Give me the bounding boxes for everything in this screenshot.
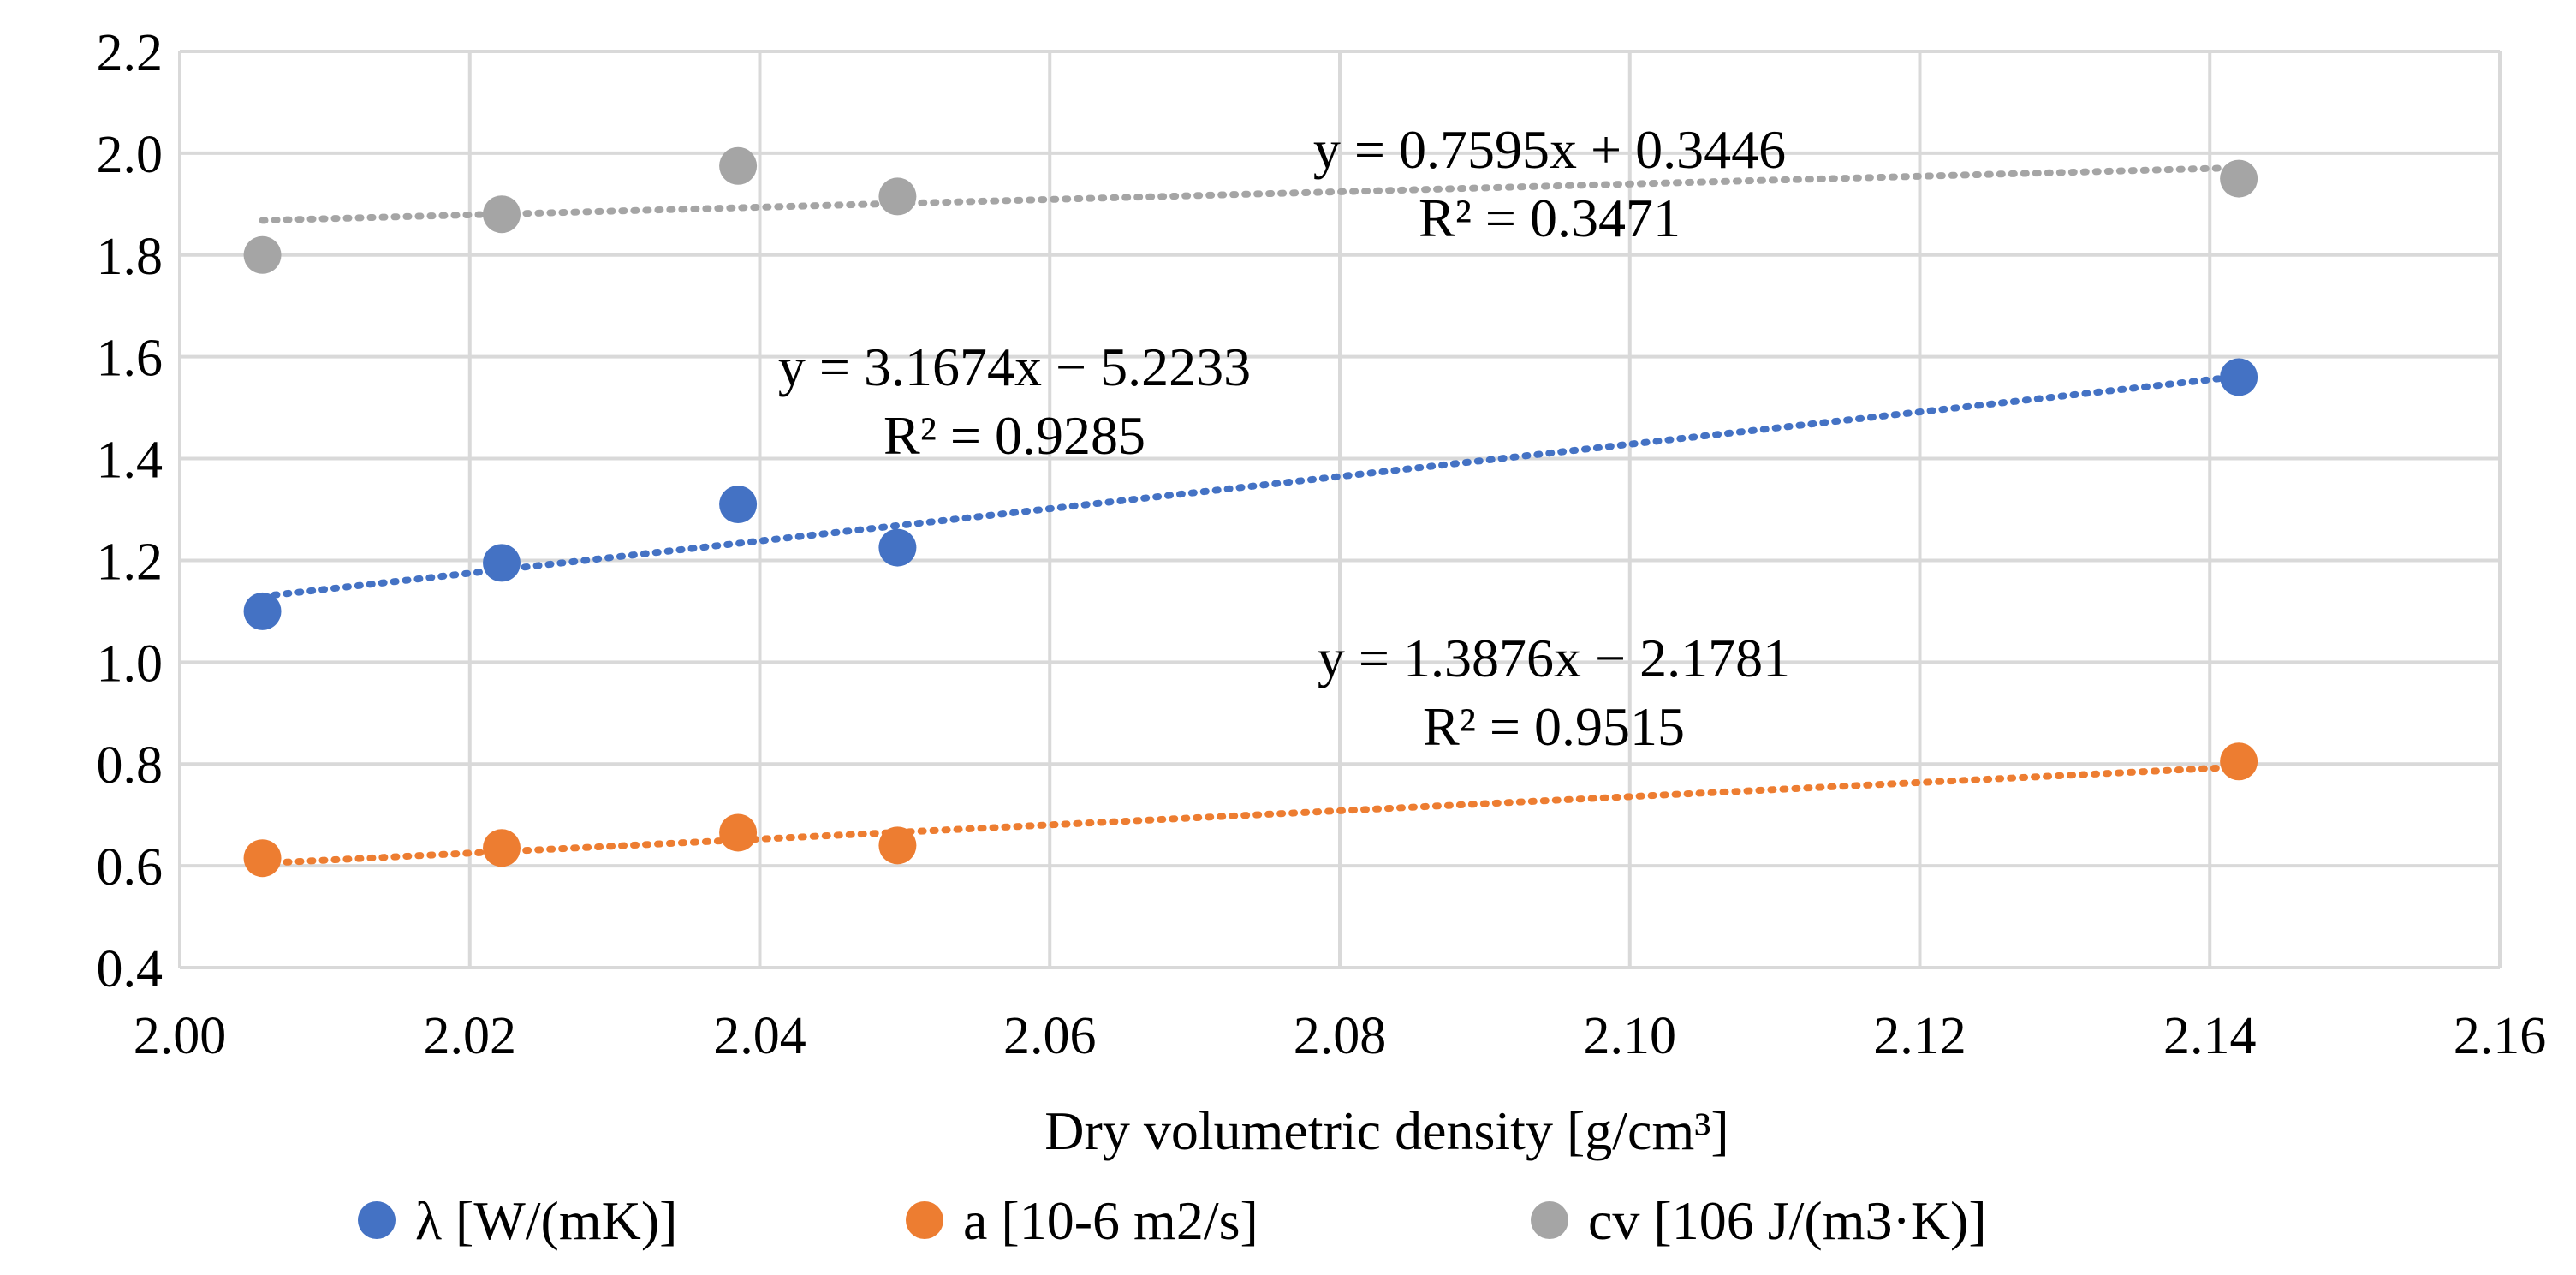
point-1-1 xyxy=(483,829,521,867)
point-2-0 xyxy=(243,235,282,274)
y-tick-label: 1.4 xyxy=(97,432,164,490)
y-tick-label: 0.6 xyxy=(97,838,164,897)
point-0-0 xyxy=(243,592,282,630)
x-tick-label: 2.06 xyxy=(1003,1007,1097,1065)
y-tick-label: 1.6 xyxy=(97,330,164,388)
y-axis-ticks: 0.4 0.6 0.8 1.0 1.2 1.4 1.6 1.8 2.0 2.2 xyxy=(97,24,164,998)
legend-label-2: cv [106 J/(m3·K)] xyxy=(1588,1190,1987,1251)
x-tick-label: 2.08 xyxy=(1294,1007,1387,1065)
legend-marker-2 xyxy=(1531,1201,1568,1239)
y-tick-label: 1.2 xyxy=(97,533,164,591)
legend: λ [W/(mK)] a [10-6 m2/s] cv [106 J/(m3·K)] xyxy=(358,1190,1987,1251)
x-tick-label: 2.14 xyxy=(2163,1007,2257,1065)
point-2-3 xyxy=(878,177,917,216)
y-tick-label: 0.4 xyxy=(97,940,164,998)
point-1-0 xyxy=(243,839,282,878)
x-tick-label: 2.16 xyxy=(2454,1007,2547,1065)
trendline-equation: y = 1.3876x − 2.1781 xyxy=(1318,628,1790,688)
point-0-1 xyxy=(483,544,521,582)
data-points xyxy=(243,146,2258,878)
legend-label-0: λ [W/(mK)] xyxy=(415,1190,677,1251)
point-0-3 xyxy=(878,528,917,567)
trendline-equations: y = 3.1674x − 5.2233 R² = 0.9285 y = 1.387… xyxy=(778,119,1790,757)
trendline-2 xyxy=(259,164,2243,224)
trendlines xyxy=(259,164,2243,867)
trendline-equation: y = 3.1674x − 5.2233 xyxy=(778,337,1251,397)
point-1-2 xyxy=(719,813,758,852)
x-tick-label: 2.10 xyxy=(1584,1007,1677,1065)
point-2-4 xyxy=(2220,159,2258,198)
trendline-r2: R² = 0.9285 xyxy=(883,405,1145,466)
y-tick-label: 0.8 xyxy=(97,736,164,795)
x-axis-ticks: 2.00 2.02 2.04 2.06 2.08 2.10 2.12 2.14 2.16 xyxy=(134,1007,2547,1065)
y-tick-label: 2.0 xyxy=(97,126,164,184)
point-2-1 xyxy=(483,195,521,234)
x-tick-label: 2.00 xyxy=(134,1007,227,1065)
point-2-2 xyxy=(719,146,758,185)
trendline-1 xyxy=(259,763,2243,867)
legend-label-1: a [10-6 m2/s] xyxy=(963,1190,1258,1251)
x-tick-label: 2.04 xyxy=(713,1007,806,1065)
trendline-r2: R² = 0.9515 xyxy=(1423,696,1685,757)
x-axis-title: Dry volumetric density [g/cm³] xyxy=(1044,1100,1728,1161)
trendline-r2: R² = 0.3471 xyxy=(1419,188,1681,248)
y-tick-label: 1.0 xyxy=(97,635,164,693)
point-0-4 xyxy=(2220,358,2258,396)
y-tick-label: 1.8 xyxy=(97,228,164,286)
y-tick-label: 2.2 xyxy=(97,24,164,82)
point-1-4 xyxy=(2220,742,2258,781)
x-tick-label: 2.12 xyxy=(1873,1007,1966,1065)
legend-marker-1 xyxy=(906,1201,943,1239)
trendline-0 xyxy=(259,372,2243,600)
x-tick-label: 2.02 xyxy=(424,1007,517,1065)
trendline-equation: y = 0.7595x + 0.3446 xyxy=(1313,119,1786,180)
legend-marker-0 xyxy=(358,1201,396,1239)
point-1-3 xyxy=(878,826,917,865)
point-0-2 xyxy=(719,486,758,524)
